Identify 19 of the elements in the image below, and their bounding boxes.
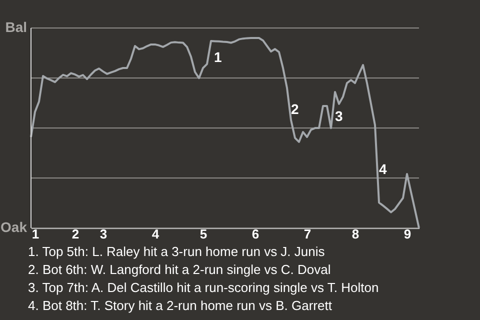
text: Oak <box>0 219 28 235</box>
annotation: 2 <box>291 101 299 117</box>
x-tick-label: 5 <box>200 226 208 242</box>
text: 2. Bot 6th: W. Langford hit a 2-run single vs C. Doval <box>28 262 331 277</box>
annotation: 4 <box>379 161 387 177</box>
x-tick-label: 1 <box>32 226 40 242</box>
x-tick-label: 8 <box>352 226 360 242</box>
text: Bal <box>5 19 27 35</box>
annotation: 1 <box>214 49 222 65</box>
x-tick-label: 3 <box>100 226 108 242</box>
text: 3. Top 7th: A. Del Castillo hit a run-scoring single vs T. Holton <box>28 280 379 295</box>
x-tick-label: 4 <box>152 226 160 242</box>
x-tick-label: 7 <box>304 226 312 242</box>
x-tick-label: 9 <box>404 226 412 242</box>
x-tick-label: 6 <box>252 226 260 242</box>
annotation: 3 <box>335 108 343 124</box>
text: 1. Top 5th: L. Raley hit a 3-run home run vs J. Junis <box>28 244 326 259</box>
text: 4. Bot 8th: T. Story hit a 2-run home run vs B. Garrett <box>28 298 332 313</box>
x-tick-label: 2 <box>72 226 80 242</box>
